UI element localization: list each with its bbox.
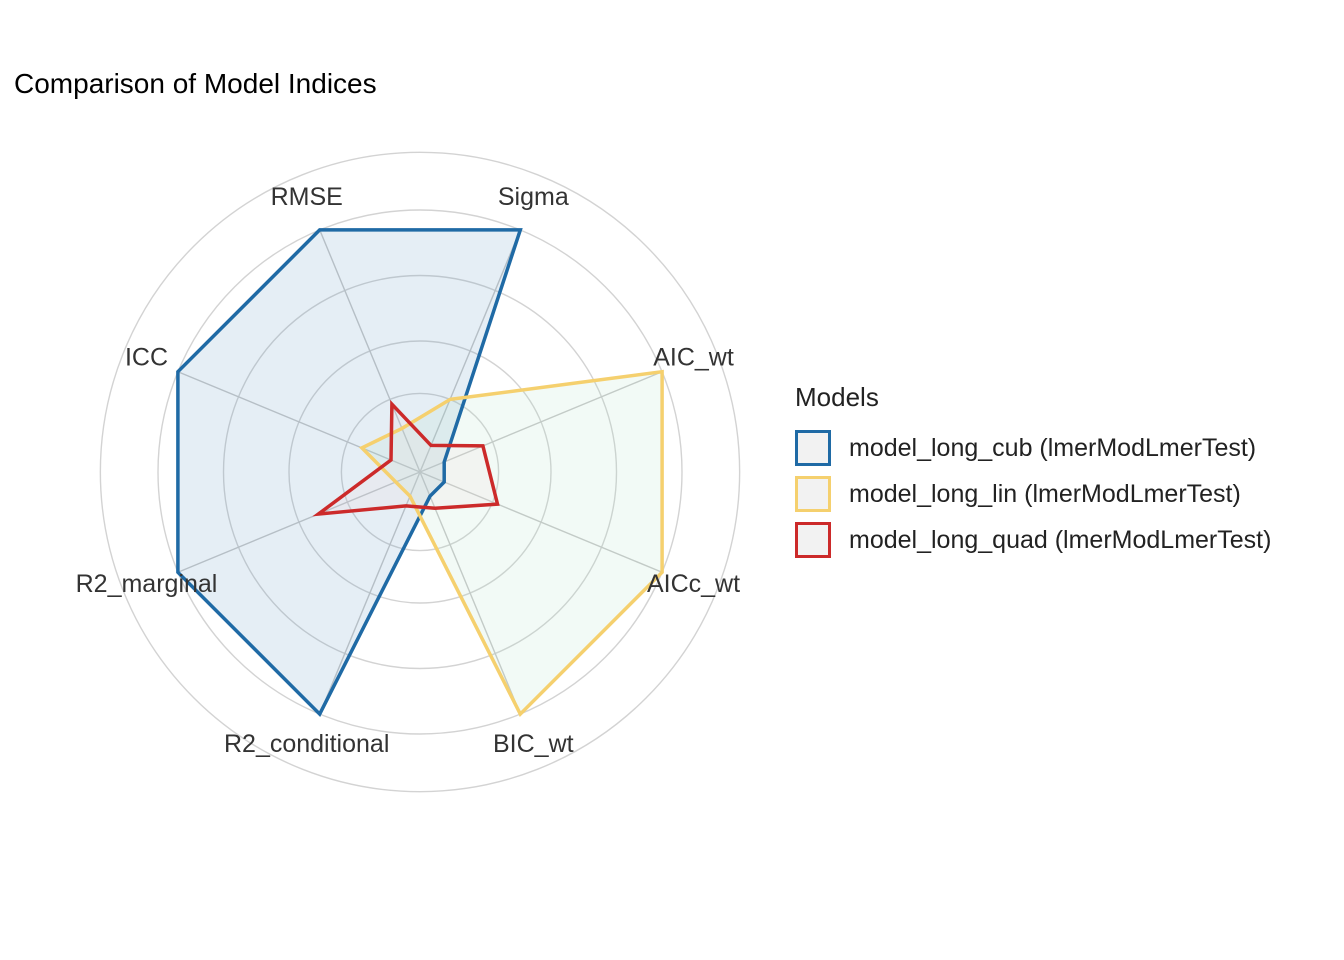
axis-label-BIC_wt: BIC_wt: [493, 730, 574, 758]
series-fills: [177, 229, 663, 715]
legend-key: [795, 476, 831, 512]
axis-label-AIC_wt: AIC_wt: [653, 343, 734, 371]
legend-item: model_long_quad (lmerModLmerTest): [795, 517, 1271, 563]
axis-label-ICC: ICC: [125, 343, 168, 371]
grid-ring-2: [222, 274, 618, 670]
series-fill-1: [361, 371, 663, 715]
axis-labels: Sigma AIC_wt AICc_wt BIC_wt R2_conditional R2…: [76, 183, 740, 758]
spoke-ICC: [177, 371, 421, 473]
axis-label-Sigma: Sigma: [498, 183, 569, 211]
spoke-R2_marginal: [177, 471, 421, 573]
axis-label-R2_marginal: R2_marginal: [76, 570, 218, 598]
axis-label-R2_conditional: R2_conditional: [224, 730, 389, 758]
axis-label-AICc_wt: AICc_wt: [647, 570, 740, 598]
spoke-RMSE: [319, 229, 421, 473]
radar-grid: [99, 151, 741, 793]
series-fill-0: [177, 229, 521, 715]
legend-label: model_long_quad (lmerModLmerTest): [849, 525, 1272, 554]
series-line-2: [312, 399, 500, 517]
series-fill-2: [318, 404, 498, 515]
legend-key: [795, 430, 831, 466]
spoke-AIC_wt: [419, 371, 663, 473]
legend-label: model_long_cub (lmerModLmerTest): [849, 433, 1257, 462]
grid-ring-1: [288, 340, 552, 604]
chart-title: Comparison of Model Indices: [14, 68, 377, 99]
legend-title: Models: [795, 382, 879, 412]
spoke-Sigma: [419, 229, 521, 473]
axis-label-RMSE: RMSE: [271, 183, 343, 211]
series-lines: [176, 228, 664, 718]
grid-ring-4: [99, 151, 741, 793]
spoke-BIC_wt: [419, 471, 521, 715]
spoke-R2_conditional: [319, 471, 421, 715]
legend-key: [795, 522, 831, 558]
legend-label: model_long_lin (lmerModLmerTest): [849, 479, 1241, 508]
series-line-1: [358, 369, 664, 718]
legend: Models model_long_cub (lmerModLmerTest) m…: [795, 382, 1271, 563]
legend-item: model_long_cub (lmerModLmerTest): [795, 425, 1271, 471]
spoke-AICc_wt: [419, 471, 663, 573]
legend-item: model_long_lin (lmerModLmerTest): [795, 471, 1271, 517]
grid-ring-3: [157, 209, 683, 735]
grid-ring-0: [340, 392, 500, 552]
series-line-0: [176, 228, 523, 718]
legend-items: model_long_cub (lmerModLmerTest) model_lo…: [795, 425, 1271, 563]
